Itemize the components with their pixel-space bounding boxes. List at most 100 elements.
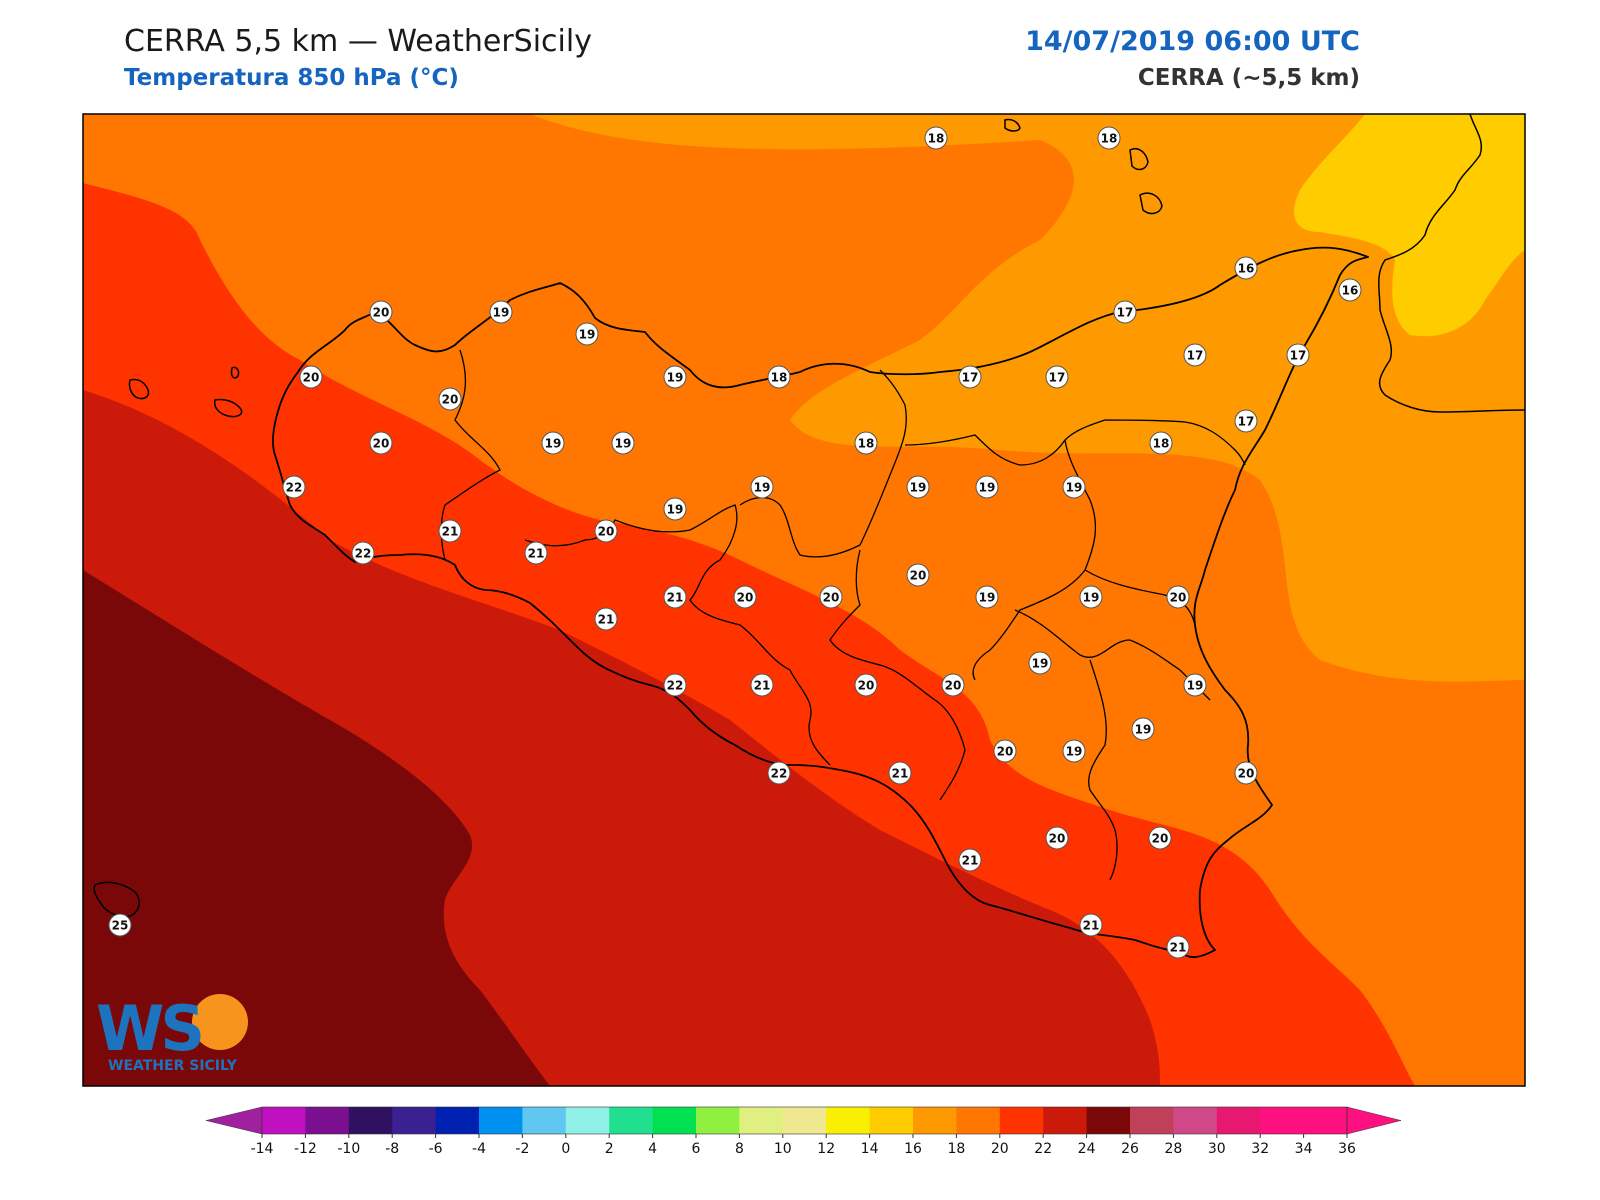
temperature-label-value: 20 — [1152, 832, 1169, 846]
temperature-label: 21 — [594, 607, 618, 631]
colorbar-segment — [522, 1107, 567, 1134]
colorbar-outline — [261, 1106, 1348, 1135]
temperature-label-marker — [993, 739, 1017, 763]
temperature-label: 19 — [575, 322, 599, 346]
temperature-label-value: 21 — [1083, 919, 1100, 933]
temperature-label-value: 19 — [1083, 591, 1100, 605]
temperature-label-marker — [1234, 256, 1258, 280]
temperature-label-value: 21 — [754, 679, 771, 693]
colorbar-tick-label: 10 — [774, 1141, 792, 1157]
temperature-label-marker — [594, 607, 618, 631]
temperature-label-marker — [299, 365, 323, 389]
colorbar-segment — [782, 1107, 827, 1134]
temperature-label: 17 — [1045, 365, 1069, 389]
temperature-label: 17 — [1183, 343, 1207, 367]
temperature-label-value: 25 — [112, 919, 129, 933]
temperature-label-marker — [906, 475, 930, 499]
temperature-label-value: 19 — [754, 481, 771, 495]
temperature-label-marker — [1166, 585, 1190, 609]
temperature-label: 16 — [1234, 256, 1258, 280]
map-frame — [82, 113, 1526, 1087]
temperature-label-marker — [750, 673, 774, 697]
temperature-label-value: 19 — [667, 371, 684, 385]
colorbar-segment — [1216, 1107, 1261, 1134]
temperature-label: 18 — [854, 431, 878, 455]
colorbar-segment — [739, 1107, 784, 1134]
temperature-label: 19 — [1062, 475, 1086, 499]
temperature-label: 21 — [438, 519, 462, 543]
islands — [93, 118, 1163, 918]
temperature-label-value: 22 — [286, 481, 303, 495]
colorbar-tick-label: -4 — [472, 1141, 486, 1157]
colorbar-segment — [913, 1107, 957, 1134]
temperature-label-value: 21 — [892, 767, 909, 781]
temperature-label-value: 20 — [823, 591, 840, 605]
temperature-label-value: 17 — [1187, 349, 1204, 363]
temperature-label-marker — [767, 761, 791, 785]
temperature-label: 19 — [611, 431, 635, 455]
map-subtitle: Temperatura 850 hPa (°C) — [124, 65, 459, 91]
colorbar-tick-label: 12 — [817, 1141, 835, 1157]
temperature-label-marker — [438, 519, 462, 543]
logo-name: WEATHER SICILY — [108, 1058, 238, 1074]
temperature-label-marker — [351, 541, 375, 565]
island-salina — [1129, 148, 1149, 171]
temperature-label: 20 — [369, 300, 393, 324]
temperature-label-marker — [1234, 409, 1258, 433]
temperature-label-marker — [854, 431, 878, 455]
colorbar-tick-label: 14 — [861, 1141, 879, 1157]
temperature-field — [83, 114, 1525, 1086]
temperature-label-value: 19 — [1032, 657, 1049, 671]
temperature-label-marker — [369, 431, 393, 455]
temperature-label-marker — [1183, 343, 1207, 367]
colorbar: -14 -12 -10 -8 -6 -4 -2 0 2 4 6 8 10 12 14 16 18 20 22 24 26… — [205, 1106, 1402, 1157]
temperature-label-value: 20 — [373, 306, 390, 320]
temperature-label-value: 19 — [979, 481, 996, 495]
temperature-label-marker — [1166, 935, 1190, 959]
temperature-label-value: 19 — [1066, 745, 1083, 759]
temperature-label: 18 — [1097, 126, 1121, 150]
model-label: CERRA (~5,5 km) — [1137, 65, 1360, 91]
temperature-label-value: 19 — [579, 328, 596, 342]
colorbar-segment — [479, 1107, 523, 1134]
temperature-label: 16 — [1338, 278, 1362, 302]
colorbar-segment — [565, 1107, 610, 1134]
temperature-label-marker — [819, 585, 843, 609]
temperature-label-marker — [1183, 673, 1207, 697]
temperature-label-value: 20 — [1170, 591, 1187, 605]
colorbar-segment — [305, 1107, 350, 1134]
temperature-label-marker — [369, 300, 393, 324]
colorbar-segment — [262, 1107, 306, 1134]
temperature-label: 17 — [1286, 343, 1310, 367]
colorbar-segment — [392, 1107, 437, 1134]
colorbar-tick-label: -6 — [429, 1141, 443, 1157]
temperature-label-marker — [1149, 431, 1173, 455]
colorbar-segment — [1130, 1107, 1174, 1134]
temperature-label: 20 — [941, 673, 965, 697]
temperature-label: 17 — [958, 365, 982, 389]
temperature-label-value: 19 — [910, 481, 927, 495]
temperature-label-value: 19 — [979, 591, 996, 605]
temperature-label-marker — [1045, 826, 1069, 850]
temperature-label-marker — [438, 387, 462, 411]
colorbar-tick-label: 4 — [648, 1141, 657, 1157]
temperature-label: 19 — [541, 431, 565, 455]
temperature-label-value: 19 — [545, 437, 562, 451]
temperature-label-value: 18 — [1153, 437, 1170, 451]
colorbar-tick-label: 8 — [735, 1141, 744, 1157]
colorbar-tick-label: 30 — [1208, 1141, 1226, 1157]
temperature-label: 19 — [750, 475, 774, 499]
temperature-label-marker — [975, 585, 999, 609]
temperature-label: 21 — [1166, 935, 1190, 959]
temperature-label: 18 — [924, 126, 948, 150]
temperature-label: 19 — [1028, 651, 1052, 675]
colorbar-tick-label: 16 — [904, 1141, 922, 1157]
temperature-label: 20 — [906, 563, 930, 587]
temperature-label-marker — [663, 365, 687, 389]
temperature-label-value: 20 — [598, 525, 615, 539]
colorbar-arrow-low — [205, 1106, 263, 1135]
colorbar-segment — [826, 1107, 871, 1134]
temperature-label: 21 — [1079, 913, 1103, 937]
temperature-label-value: 20 — [997, 745, 1014, 759]
colorbar-segment — [1303, 1107, 1348, 1134]
